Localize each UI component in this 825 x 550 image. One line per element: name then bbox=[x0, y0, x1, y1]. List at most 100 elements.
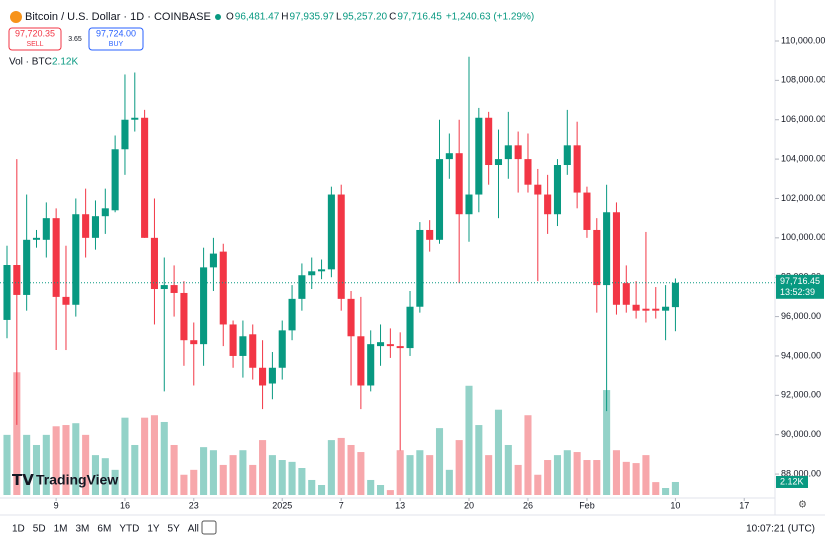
candle-body bbox=[662, 306, 670, 311]
volume-bar bbox=[573, 452, 581, 495]
candle-body bbox=[671, 282, 679, 308]
candle-body bbox=[327, 194, 335, 270]
y-tick-label: 94,000.00 bbox=[781, 350, 821, 360]
date-range-icon[interactable] bbox=[201, 520, 217, 535]
candle-body bbox=[583, 192, 591, 230]
volume-bar bbox=[671, 481, 679, 495]
volume-bar bbox=[13, 372, 21, 495]
candle-body bbox=[170, 285, 178, 293]
x-tick-label: 13 bbox=[395, 500, 405, 510]
candle-body bbox=[465, 194, 473, 215]
buy-button[interactable] bbox=[88, 27, 144, 51]
range-button[interactable]: All bbox=[188, 524, 199, 535]
candle-body bbox=[219, 251, 227, 325]
volume-bar bbox=[288, 461, 296, 495]
range-button[interactable]: 5D bbox=[33, 524, 46, 535]
candle-body bbox=[524, 159, 532, 185]
x-tick-label: 20 bbox=[464, 500, 474, 510]
plot bbox=[0, 56, 775, 495]
range-button[interactable]: 1D bbox=[12, 524, 25, 535]
candle-body bbox=[553, 165, 562, 215]
settings-icon[interactable]: ⚙ bbox=[798, 500, 807, 511]
ohlc-key: L bbox=[336, 12, 342, 23]
range-button[interactable]: 1M bbox=[54, 524, 68, 535]
volume-bar bbox=[416, 450, 424, 495]
volume-bar bbox=[544, 460, 552, 495]
candle-body bbox=[23, 239, 31, 295]
candle-body bbox=[101, 208, 109, 217]
volume-bar bbox=[180, 474, 188, 495]
volume-bar bbox=[494, 409, 503, 495]
candle-body bbox=[376, 342, 385, 347]
candle-body bbox=[563, 145, 571, 166]
volume-value: 2.12K bbox=[52, 57, 78, 68]
candle-body bbox=[308, 271, 316, 276]
candle-body bbox=[229, 324, 237, 356]
volume-bar bbox=[32, 444, 41, 495]
volume-bar bbox=[318, 484, 326, 495]
volume-bar bbox=[485, 455, 493, 495]
range-button[interactable]: 1Y bbox=[147, 524, 160, 535]
ohlc-key: C bbox=[389, 12, 396, 23]
y-tick-label: 108,000.00 bbox=[781, 75, 825, 85]
volume-bar bbox=[23, 434, 31, 495]
volume-bar bbox=[91, 455, 100, 495]
y-tick-label: 88,000.00 bbox=[781, 468, 821, 478]
range-button[interactable]: YTD bbox=[119, 524, 139, 535]
range-button[interactable]: 6M bbox=[97, 524, 111, 535]
candle-body bbox=[91, 216, 100, 238]
candle-body bbox=[200, 267, 208, 345]
candle-body bbox=[52, 218, 60, 297]
volume-bar bbox=[82, 434, 90, 495]
symbol-title: Bitcoin / U.S. Dollar · 1D · COINBASE bbox=[25, 11, 211, 23]
volume-bar bbox=[406, 455, 414, 495]
candle-body bbox=[603, 212, 611, 286]
volume-bar bbox=[229, 455, 237, 495]
volume-bar bbox=[465, 385, 473, 495]
volume-bar bbox=[298, 468, 306, 495]
volume-bar bbox=[553, 455, 562, 495]
y-tick-label: 102,000.00 bbox=[781, 193, 825, 203]
status-dot bbox=[215, 14, 221, 20]
ohlc-value: 96,481.47 bbox=[235, 12, 280, 23]
candle-body bbox=[72, 214, 80, 305]
volume-bar bbox=[131, 444, 139, 495]
candle-body bbox=[612, 212, 620, 305]
candle-body bbox=[642, 308, 650, 311]
candle-body bbox=[239, 336, 247, 356]
sell-button[interactable] bbox=[8, 27, 62, 51]
candle-body bbox=[141, 117, 149, 238]
candle-body bbox=[445, 153, 453, 160]
ohlc-value: 97,935.97 bbox=[290, 12, 335, 23]
x-tick-label: 17 bbox=[739, 500, 749, 510]
volume-bar bbox=[583, 460, 591, 495]
candle-body bbox=[396, 346, 404, 349]
countdown: 13:52:39 bbox=[780, 287, 815, 297]
clock[interactable]: 10:07:21 (UTC) bbox=[746, 524, 815, 535]
candle-body bbox=[318, 269, 326, 272]
range-button[interactable]: 3M bbox=[76, 524, 90, 535]
x-tick-label: 26 bbox=[523, 500, 533, 510]
volume-bar bbox=[259, 440, 267, 495]
volume-bar bbox=[642, 455, 650, 495]
volume-bar bbox=[209, 450, 217, 495]
range-button[interactable]: 5Y bbox=[168, 524, 181, 535]
change: +1,240.63 (+1.29%) bbox=[446, 12, 534, 23]
volume-bar bbox=[42, 434, 50, 495]
volume-bar bbox=[662, 488, 670, 495]
volume-bar bbox=[524, 415, 532, 495]
ohlc-key: H bbox=[281, 12, 288, 23]
candle-body bbox=[259, 367, 267, 386]
candle-body bbox=[514, 145, 522, 160]
candle-body bbox=[288, 298, 296, 331]
candle-body bbox=[180, 292, 188, 341]
volume-bar bbox=[593, 460, 601, 495]
candle-body bbox=[347, 298, 355, 337]
candle-body bbox=[298, 275, 306, 299]
candle-body bbox=[82, 214, 90, 238]
candle-body bbox=[485, 117, 493, 166]
candle-body bbox=[13, 265, 21, 295]
candle-body bbox=[475, 117, 483, 195]
y-tick-label: 106,000.00 bbox=[781, 114, 825, 124]
